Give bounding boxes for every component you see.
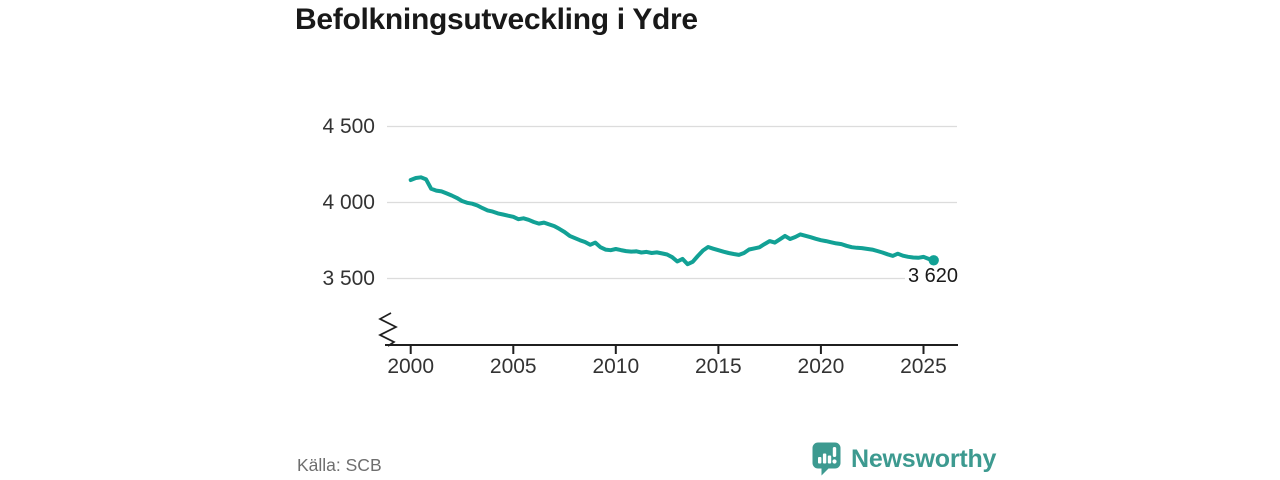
- x-tick-label: 2025: [900, 355, 947, 378]
- x-tick-label: 2000: [387, 355, 435, 378]
- end-value-label: 3 620: [904, 266, 958, 288]
- x-tick-label: 2015: [694, 355, 742, 378]
- population-line: [408, 175, 936, 267]
- newsworthy-wordmark: Newsworthy: [851, 444, 997, 473]
- x-tick-label: 2010: [592, 355, 640, 378]
- newsworthy-icon: [812, 442, 841, 476]
- x-tick-label: 2020: [797, 355, 845, 378]
- y-tick-label: 4 500: [322, 114, 375, 138]
- chart-title: Befolkningsutveckling i Ydre: [295, 3, 698, 36]
- y-tick-label: 3 500: [322, 266, 375, 290]
- axis-break-icon: [378, 312, 398, 347]
- y-tick-label: 4 000: [322, 190, 375, 214]
- x-tick-label: 2005: [489, 355, 537, 378]
- end-point-marker: [928, 255, 939, 266]
- source-label: Källa: SCB: [297, 455, 382, 475]
- newsworthy-logo: Newsworthy: [812, 442, 996, 476]
